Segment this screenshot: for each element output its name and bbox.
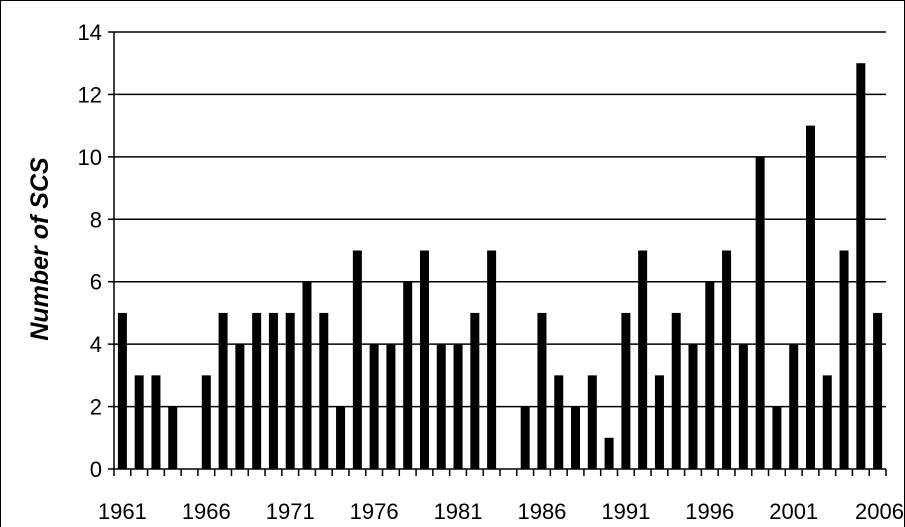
bar [537, 312, 547, 469]
bar [805, 125, 815, 470]
y-tick-label: 6 [90, 270, 102, 295]
bar [705, 281, 715, 469]
bar [671, 312, 681, 469]
bar [235, 344, 245, 469]
bar [336, 406, 346, 469]
y-tick-label: 14 [78, 20, 102, 45]
bar [654, 375, 664, 469]
x-tick-label: 2006 [855, 499, 904, 524]
x-tick-label: 1971 [266, 499, 315, 524]
bar [386, 344, 396, 469]
y-tick-label: 12 [78, 82, 102, 107]
x-tick-label: 1991 [601, 499, 650, 524]
y-tick-label: 0 [90, 457, 102, 482]
bar [604, 437, 614, 469]
bar [168, 406, 178, 469]
bar [369, 344, 379, 469]
bar [856, 63, 866, 469]
bar [319, 312, 329, 469]
x-tick-label: 1976 [350, 499, 399, 524]
x-tick-labels: 1961 1966 1971 1976 1981 1986 1991 1996 2001 2006 [98, 499, 904, 524]
bar [268, 312, 278, 469]
bar [201, 375, 211, 469]
gridlines [114, 31, 886, 408]
x-tick-label: 2001 [769, 499, 818, 524]
bar [453, 344, 463, 469]
axes [108, 31, 887, 476]
bar [487, 250, 497, 469]
bar [638, 250, 648, 469]
y-tick-label: 8 [90, 207, 102, 232]
bar [688, 344, 698, 469]
x-tick-label: 1966 [182, 499, 231, 524]
bar [554, 375, 564, 469]
bar [419, 250, 429, 469]
bar [403, 281, 413, 469]
bar [772, 406, 782, 469]
bar [722, 250, 732, 469]
bar [470, 312, 480, 469]
bar [218, 312, 228, 469]
bar [822, 375, 832, 469]
bar [571, 406, 581, 469]
bar [587, 375, 597, 469]
bar [285, 312, 295, 469]
x-tick-label: 1986 [517, 499, 566, 524]
bar [252, 312, 262, 469]
y-tick-labels: 0 2 4 6 8 10 12 14 [78, 20, 102, 482]
bar [151, 375, 161, 469]
y-axis-label: Number of SCS [26, 157, 54, 341]
bar [621, 312, 631, 469]
x-tick-label: 1961 [98, 499, 147, 524]
bar [520, 406, 530, 469]
bar [839, 250, 849, 469]
x-tick-label: 1996 [685, 499, 734, 524]
bar [789, 344, 799, 469]
bars [117, 63, 883, 470]
bar [352, 250, 362, 469]
y-tick-label: 10 [78, 145, 102, 170]
bar [755, 156, 765, 469]
y-tick-label: 4 [90, 332, 102, 357]
x-tick-label: 1981 [434, 499, 483, 524]
bar [302, 281, 312, 469]
bar [436, 344, 446, 469]
bar [117, 312, 127, 469]
bar [738, 344, 748, 469]
bar [134, 375, 144, 469]
bar [873, 312, 883, 469]
y-tick-label: 2 [90, 395, 102, 420]
